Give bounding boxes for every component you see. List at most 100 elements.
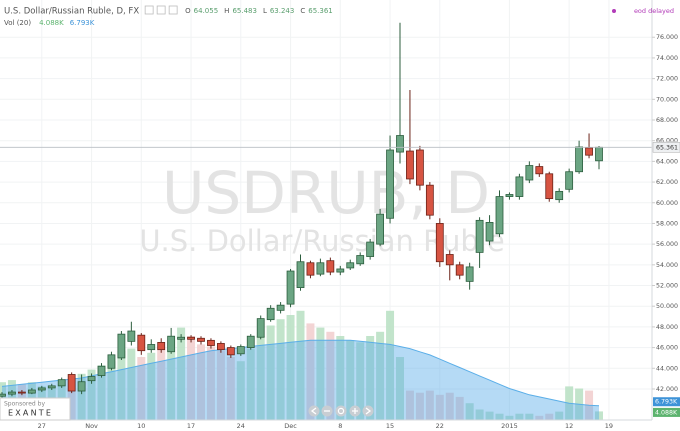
candle-body — [0, 393, 6, 397]
volume-bar — [127, 348, 136, 420]
volume-bar — [475, 409, 484, 420]
volume-badge-label: 4.088K — [655, 409, 678, 416]
candle-body — [216, 343, 225, 351]
candle-body — [406, 150, 414, 180]
volume-ma-area — [2, 340, 599, 420]
volume-bar — [246, 348, 255, 420]
candle-body — [455, 264, 464, 276]
volume-bar — [197, 344, 205, 420]
volume-bar — [545, 413, 554, 420]
volume-legend-value: 4.088K — [39, 19, 64, 27]
candle-body — [107, 354, 116, 369]
candle-body — [137, 334, 146, 352]
volume-bar — [137, 357, 146, 420]
candle-body — [366, 241, 375, 257]
ohlc-label: L — [263, 7, 267, 15]
candle-body — [127, 330, 136, 342]
volume-bar — [495, 413, 504, 420]
y-tick-label: 50.000 — [656, 303, 678, 310]
candle-body — [425, 184, 434, 216]
candle-body — [197, 337, 205, 342]
candle-body — [286, 270, 295, 305]
y-tick-label: 46.000 — [656, 345, 678, 352]
candle-body — [157, 342, 166, 351]
volume-bar — [336, 336, 345, 420]
x-tick-label: 10 — [137, 422, 145, 430]
candle-body — [87, 376, 96, 382]
x-tick-label: Nov — [85, 422, 98, 430]
candle-body — [27, 389, 36, 394]
nav-icon — [337, 407, 345, 415]
candle-body — [595, 146, 603, 162]
header-icon — [168, 5, 178, 15]
volume-bar — [77, 373, 86, 420]
candle-body — [306, 262, 315, 276]
candle-body — [495, 196, 504, 235]
candles — [0, 22, 652, 399]
volume-bar — [376, 331, 385, 420]
candle-body — [575, 146, 583, 173]
candle-body — [386, 149, 394, 219]
nav-icon — [365, 407, 372, 415]
candle-body — [57, 379, 66, 387]
last-price-label: 65.361 — [656, 144, 678, 151]
volume-bar — [147, 352, 156, 420]
candle-body — [296, 261, 305, 288]
candle-body — [336, 268, 345, 273]
y-tick-label: 76.000 — [656, 34, 678, 41]
status-dot — [612, 9, 616, 13]
watermark: USDRUB, D — [162, 159, 490, 227]
candle-body — [555, 190, 564, 201]
volume-bar — [435, 394, 444, 420]
x-tick-label: 8 — [338, 422, 342, 430]
volume-bar — [226, 357, 235, 420]
status: eod delayed — [634, 7, 674, 15]
x-tick-label: 24 — [237, 422, 245, 430]
header-icon — [144, 5, 154, 15]
sponsor-frame — [0, 397, 71, 421]
volume-bar — [236, 361, 245, 420]
candle-body — [236, 346, 245, 355]
volume-bar — [67, 378, 76, 420]
ohlc-label: H — [224, 7, 229, 15]
volume-bar — [87, 369, 96, 420]
y-tick-label: 66.000 — [656, 138, 678, 145]
volume-bar — [555, 411, 564, 420]
candle-body — [346, 262, 355, 269]
grid — [0, 0, 652, 420]
symbol-title: U.S. Dollar/Russian Ruble, D, FX — [4, 7, 139, 17]
y-tick-label: 54.000 — [656, 262, 678, 269]
y-tick-label: 72.000 — [656, 76, 678, 83]
y-tick-label: 74.000 — [656, 55, 678, 62]
volume-ma-legend-value: 6.793K — [70, 19, 95, 27]
candle-body — [246, 335, 255, 348]
candle-body — [356, 255, 365, 265]
volume-bar — [595, 411, 603, 420]
axis-background — [652, 0, 680, 420]
nav-button[interactable] — [362, 405, 374, 417]
x-tick-label: 17 — [187, 422, 195, 430]
ohlc-value: 65.483 — [232, 7, 257, 15]
candle-body — [525, 165, 534, 181]
nav-button[interactable] — [335, 405, 347, 417]
candle-body — [545, 173, 554, 200]
candle-body — [147, 344, 156, 351]
volume-bar — [206, 346, 215, 420]
nav-button[interactable] — [308, 405, 320, 417]
candle-body — [256, 318, 265, 338]
navigation — [308, 405, 374, 417]
ohlc-label: C — [300, 7, 305, 15]
volume-bar — [266, 325, 275, 420]
candle-body — [77, 381, 86, 392]
sponsor-label: Sponsored by — [4, 401, 45, 408]
ohlc-value: 63.243 — [270, 7, 295, 15]
y-tick-label: 70.000 — [656, 96, 678, 103]
price-axis: 42.000 44.000 46.000 48.000 50.000 52.000 54.0… — [651, 0, 680, 420]
volume-bar — [187, 336, 196, 420]
candle-body — [475, 219, 484, 253]
candle-body — [17, 391, 26, 394]
ohlc-label: O — [185, 7, 191, 15]
watermark-subtitle: U.S. Dollar/Russian Ruble — [139, 224, 504, 258]
x-tick-label: 12 — [565, 422, 573, 430]
candle-body — [167, 335, 176, 353]
